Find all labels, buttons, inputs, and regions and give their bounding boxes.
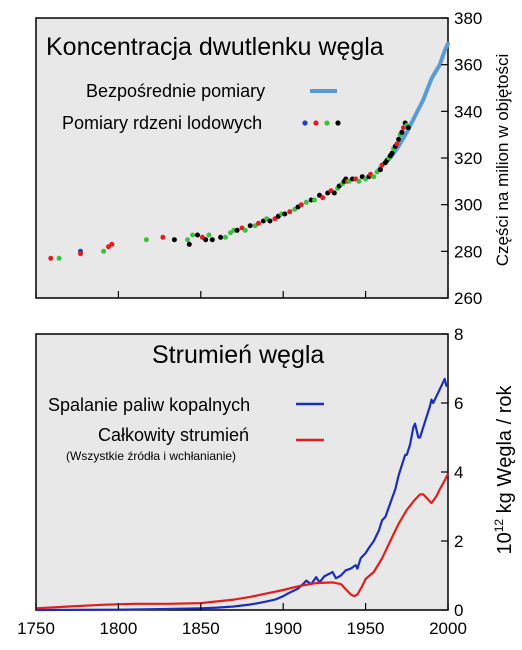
legend-swatch-ice-core [302,120,341,126]
flux-y-label-exp: 12 [492,519,506,533]
ice-core-point [320,195,326,201]
ice-core-point [267,218,273,224]
flux-y-tick-label: 8 [454,325,463,344]
ice-core-point [218,234,224,240]
ice-core-point [312,197,317,203]
legend-label-fossil-fuel: Spalanie paliw kopalnych [48,395,250,415]
flux-y-tick-label: 0 [454,601,463,620]
ice-core-point [399,129,405,135]
ice-core-point [303,199,309,205]
legend-label-total-flux: Całkowity strumień [98,425,249,445]
ice-core-point [78,251,83,257]
co2-y-tick-label: 320 [454,149,482,168]
co2-y-tick-label: 280 [454,242,482,261]
co2-y-tick-label: 360 [454,56,482,75]
ice-core-point [171,237,177,243]
legend-note-total-flux: (Wszystkie źródła i wchłanianie) [66,449,236,463]
ice-core-point [377,167,383,173]
ice-core-point [287,209,293,215]
flux-y-label-rest: kg Węgla / rok [494,385,516,519]
ice-core-point [234,227,240,233]
co2-chart-title: Koncentracja dwutlenku węgla [46,33,384,61]
flux-x-tick-label: 2000 [429,619,467,638]
ice-core-point [371,174,377,180]
ice-core-point [143,237,149,243]
legend-label-direct-measurements: Bezpośrednie pomiary [86,81,265,101]
ice-core-point [203,237,209,243]
co2-y-tick-label: 340 [454,102,482,121]
ice-core-point [101,248,107,254]
flux-chart-title: Strumień węgla [152,341,324,369]
co2-series-group [48,41,450,261]
flux-x-tick-label: 1850 [182,619,220,638]
flux-x-tick-label: 1750 [17,619,55,638]
flux-y-axis-label: 1012 kg Węgla / rok [492,385,516,555]
ice-core-point [389,150,395,156]
flux-y-tick-label: 4 [454,463,463,482]
ice-core-point [223,234,228,240]
flux-plot-area [35,333,449,611]
ice-core-point [242,227,248,233]
flux-series-group [35,377,449,612]
ice-core-point [206,232,212,238]
ice-core-point [356,178,362,184]
ice-core-point [190,232,196,238]
ice-core-point [247,223,253,229]
ice-core-point [48,255,54,261]
ice-core-point [298,202,304,208]
ice-core-point [160,234,166,240]
ice-core-point [396,136,402,142]
flux-y-label-base: 10 [494,532,516,554]
flux-y-tick-label: 6 [454,394,463,413]
ice-core-point [209,237,215,243]
ice-core-point [405,125,411,131]
ice-core-point [331,190,337,196]
co2-ticks-group: 260 280 300 320 340 360 380 [35,9,482,308]
ice-core-point [186,241,192,247]
ice-core-point [256,220,261,226]
flux-x-tick-label: 1950 [347,619,385,638]
total-flux-line [35,473,449,610]
fossil-fuel-line [35,377,448,612]
carbon-flux-panel: 0 2 4 6 8 1750 1800 1850 1900 1950 2000 Strumień w… [17,325,516,638]
ice-core-point [185,237,191,243]
ice-core-point [195,232,200,238]
co2-y-tick-label: 380 [454,9,482,28]
co2-y-tick-label: 260 [454,289,482,308]
flux-x-tick-label: 1800 [99,619,137,638]
flux-x-tick-label: 1900 [264,619,302,638]
co2-y-tick-label: 300 [454,196,482,215]
flux-ticks-group: 0 2 4 6 8 1750 1800 1850 1900 1950 2000 [17,325,467,638]
ice-core-point [56,255,62,261]
ice-core-point [282,211,288,217]
legend-label-ice-core: Pomiary rdzeni lodowych [62,113,262,133]
ice-core-point [109,241,115,247]
flux-y-tick-label: 2 [454,532,463,551]
co2-y-axis-label: Części na milion w objętości [493,54,512,267]
ice-core-point [394,141,400,147]
co2-concentration-panel: 260 280 300 320 340 360 380 Koncentracja dwutl… [35,9,512,308]
